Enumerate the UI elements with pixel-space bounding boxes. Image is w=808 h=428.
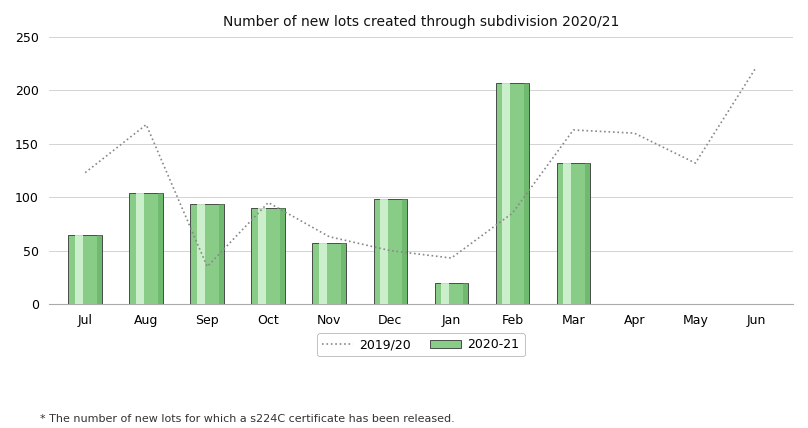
Bar — [137, 193, 144, 304]
Bar — [503, 83, 510, 304]
Text: * The number of new lots for which a s224C certificate has been released.: * The number of new lots for which a s22… — [40, 414, 455, 424]
Bar — [557, 163, 590, 304]
Bar — [75, 235, 82, 304]
Bar — [191, 204, 224, 304]
Bar — [402, 199, 407, 304]
Bar — [373, 199, 407, 304]
Bar — [197, 204, 204, 304]
Bar — [381, 199, 388, 304]
Bar — [463, 282, 468, 304]
Bar — [341, 243, 346, 304]
Bar — [585, 163, 590, 304]
Bar — [524, 83, 529, 304]
Bar — [441, 282, 448, 304]
Bar — [319, 243, 326, 304]
Bar — [69, 235, 102, 304]
Legend: 2019/20, 2020-21: 2019/20, 2020-21 — [317, 333, 524, 357]
Bar — [158, 193, 163, 304]
Bar — [563, 163, 570, 304]
Bar — [259, 208, 266, 304]
Bar — [280, 208, 285, 304]
Bar — [435, 282, 468, 304]
Bar — [495, 83, 529, 304]
Title: Number of new lots created through subdivision 2020/21: Number of new lots created through subdi… — [223, 15, 619, 29]
Bar — [129, 193, 163, 304]
Bar — [251, 208, 285, 304]
Bar — [97, 235, 102, 304]
Bar — [219, 204, 224, 304]
Bar — [313, 243, 346, 304]
